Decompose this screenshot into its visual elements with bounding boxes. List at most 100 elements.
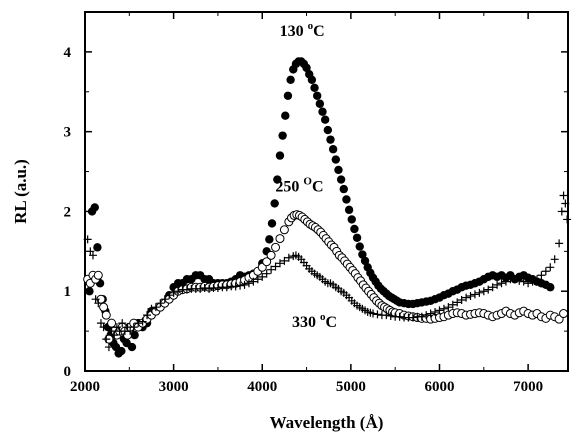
data-point-plus: [479, 287, 488, 296]
axis-ticks: 2000 3000 4000 5000 6000 7000 0 1 2 3 4: [64, 12, 568, 395]
data-point-filled: [320, 115, 330, 124]
data-point-filled: [342, 195, 351, 204]
data-point-filled: [336, 175, 346, 184]
data-point-filled: [360, 256, 370, 266]
data-point-plus: [541, 267, 550, 276]
data-point-plus: [470, 290, 479, 299]
data-point-plus: [118, 319, 127, 328]
data-point-plus: [258, 272, 267, 281]
data-point-plus: [213, 284, 222, 293]
series-plus: [83, 191, 572, 352]
data-point-plus: [88, 251, 97, 260]
data-point-open: [271, 242, 281, 252]
x-tick-label: 7000: [513, 379, 543, 395]
data-point-plus: [373, 310, 382, 319]
data-point-plus: [271, 262, 280, 271]
data-point-plus: [160, 295, 169, 304]
data-point-plus: [448, 300, 457, 309]
data-point-plus: [369, 309, 378, 318]
data-point-plus: [169, 288, 178, 297]
data-point-plus: [559, 191, 568, 200]
data-point-filled: [265, 235, 274, 244]
data-point-plus: [439, 304, 448, 313]
data-point-plus: [426, 309, 435, 318]
data-point-plus: [126, 327, 135, 336]
x-tick-label: 2000: [70, 379, 100, 395]
data-point-filled: [281, 111, 290, 120]
data-point-open: [266, 250, 276, 260]
data-point-plus: [165, 291, 174, 300]
data-point-plus: [151, 303, 160, 312]
data-point-plus: [528, 277, 537, 286]
data-point-open: [99, 302, 109, 312]
data-point-filled: [273, 175, 282, 184]
data-point-filled: [323, 125, 333, 135]
data-point-filled: [326, 135, 335, 144]
data-point-plus: [431, 307, 440, 316]
data-point-plus: [382, 311, 391, 320]
data-point-open: [107, 318, 117, 328]
data-point-filled: [318, 107, 327, 116]
data-point-plus: [422, 311, 431, 320]
data-point-filled: [355, 242, 364, 251]
data-point-plus: [555, 239, 564, 248]
data-point-plus: [83, 235, 92, 244]
x-tick-label: 6000: [424, 379, 454, 395]
data-point-plus: [546, 263, 555, 272]
data-point-plus: [236, 281, 245, 290]
data-point-filled: [93, 243, 102, 252]
data-point-plus: [280, 256, 289, 265]
data-point-filled: [286, 75, 295, 85]
plot-frame: [84, 11, 569, 372]
data-point-plus: [231, 282, 240, 291]
data-point-plus: [222, 283, 231, 292]
data-point-plus: [488, 283, 497, 292]
data-point-plus: [444, 303, 453, 312]
data-point-plus: [196, 284, 205, 293]
data-point-plus: [110, 331, 119, 340]
data-point-plus: [417, 312, 426, 321]
data-point-plus: [129, 323, 138, 332]
annotations: 130 oC 250 OC 330 oC: [275, 20, 337, 331]
data-point-open: [559, 309, 569, 319]
data-point-plus: [462, 293, 471, 302]
data-point-plus: [497, 279, 506, 288]
data-point-plus: [435, 306, 444, 315]
data-point-plus: [519, 277, 528, 286]
x-tick-label: 4000: [247, 379, 277, 395]
data-point-filled: [307, 75, 317, 85]
data-point-plus: [249, 277, 258, 286]
data-point-filled: [339, 184, 348, 194]
x-tick-label: 3000: [159, 379, 189, 395]
data-point-filled: [334, 165, 343, 175]
data-point-filled: [331, 155, 341, 164]
data-point-open: [279, 225, 289, 235]
data-point-plus: [386, 311, 395, 320]
data-point-filled: [344, 205, 354, 215]
data-point-plus: [515, 276, 524, 285]
data-point-filled: [315, 99, 325, 108]
data-point-plus: [408, 313, 417, 322]
data-point-plus: [134, 319, 143, 328]
data-point-plus: [205, 284, 214, 293]
data-point-filled: [275, 151, 285, 160]
data-point-filled: [283, 91, 293, 100]
annotation-250C: 250 OC: [275, 176, 323, 196]
data-point-filled: [347, 215, 356, 224]
data-point-filled: [270, 199, 279, 208]
y-tick-label: 4: [64, 45, 72, 61]
data-point-plus: [475, 288, 484, 297]
y-tick-label: 0: [64, 364, 72, 380]
data-point-plus: [267, 265, 276, 274]
data-point-plus: [244, 279, 253, 288]
data-point-plus: [182, 285, 191, 294]
data-point-plus: [563, 215, 572, 224]
data-point-open: [262, 257, 272, 267]
data-point-plus: [253, 275, 262, 284]
data-point-filled: [127, 342, 137, 352]
data-point-plus: [262, 269, 271, 278]
data-point-filled: [352, 233, 362, 242]
data-point-plus: [94, 299, 103, 308]
data-point-filled: [310, 83, 319, 92]
data-point-plus: [143, 311, 152, 320]
